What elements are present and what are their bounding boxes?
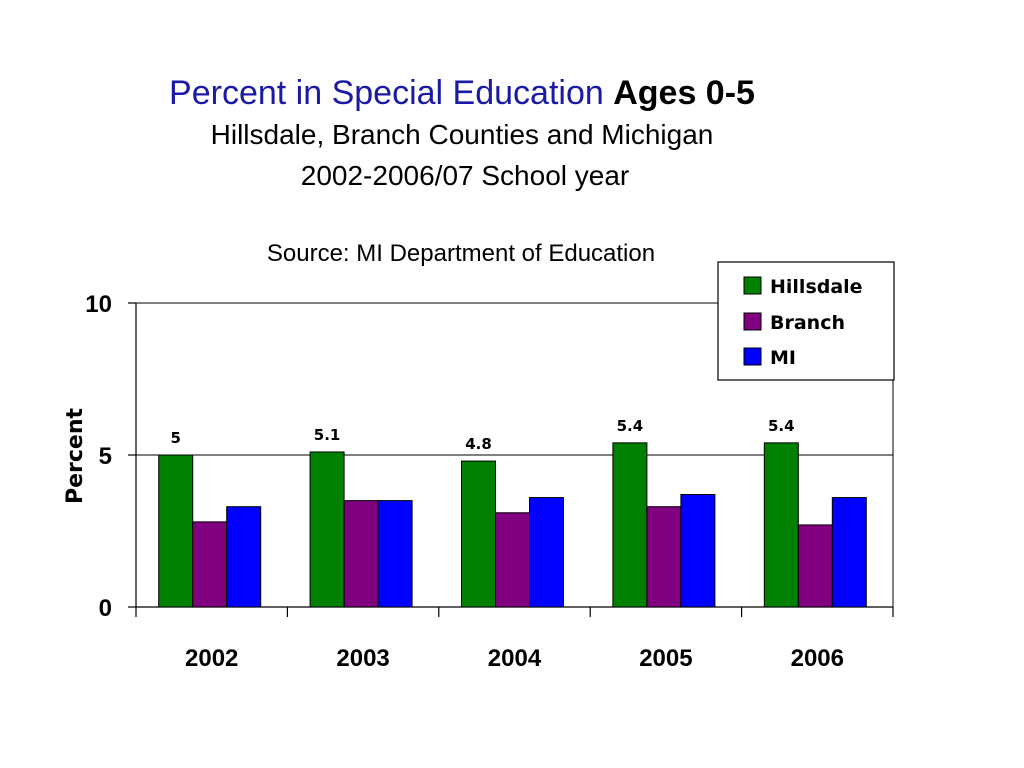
bar-hillsdale-2005 (612, 442, 648, 608)
x-tick-label-2006: 2006 (791, 645, 844, 672)
data-label-2003: 5.1 (314, 426, 341, 444)
legend-swatch-hillsdale (743, 276, 762, 295)
data-label-2006: 5.4 (768, 417, 795, 435)
x-tick-label-2003: 2003 (336, 645, 389, 672)
bar-hillsdale-2002 (158, 454, 194, 608)
legend-label-hillsdale: Hillsdale (770, 276, 863, 298)
chart-subtitle-years: 2002-2006/07 School year (301, 160, 629, 191)
bar-hillsdale-2003 (309, 451, 345, 608)
legend: Hillsdale Branch MI (717, 261, 895, 381)
y-axis-label: Percent (63, 408, 88, 505)
y-tick-label-10: 10 (85, 291, 112, 318)
bar-mi-2006 (831, 497, 867, 608)
legend-swatch-branch (743, 312, 762, 331)
bar-mi-2005 (680, 494, 716, 608)
bar-branch-2002 (192, 521, 228, 608)
bar-branch-2006 (797, 524, 833, 608)
plot-area: 0 5 10 5 2002 5.1 2003 4.8 2004 5.4 2005 5.4 2006 (85, 291, 894, 672)
chart-title-bold: Ages 0-5 (613, 74, 755, 112)
x-tick-label-2005: 2005 (639, 645, 692, 672)
data-label-2004: 4.8 (465, 435, 492, 453)
y-tick-label-0: 0 (99, 595, 112, 622)
bar-mi-2004 (529, 497, 564, 608)
chart-subtitle: Hillsdale, Branch Counties and Michigan (211, 119, 714, 150)
legend-label-branch: Branch (770, 312, 845, 334)
data-label-2005: 5.4 (617, 417, 644, 435)
x-tick-label-2002: 2002 (185, 645, 238, 672)
y-tick-label-5: 5 (99, 443, 112, 470)
bar-hillsdale-2004 (461, 460, 496, 608)
bar-branch-2003 (343, 500, 379, 608)
data-label-2002: 5 (170, 429, 180, 447)
x-tick-label-2004: 2004 (488, 645, 542, 672)
bar-hillsdale-2006 (763, 442, 799, 608)
bar-branch-2004 (495, 512, 530, 608)
chart-title: Percent in Special Education Ages 0-5 (169, 74, 755, 112)
chart-title-main: Percent in Special Education (169, 74, 604, 112)
bar-mi-2002 (226, 506, 262, 608)
legend-swatch-mi (743, 347, 762, 366)
chart-source: Source: MI Department of Education (267, 240, 655, 267)
bar-mi-2003 (377, 500, 413, 608)
legend-label-mi: MI (770, 347, 796, 369)
bar-branch-2005 (646, 506, 682, 608)
